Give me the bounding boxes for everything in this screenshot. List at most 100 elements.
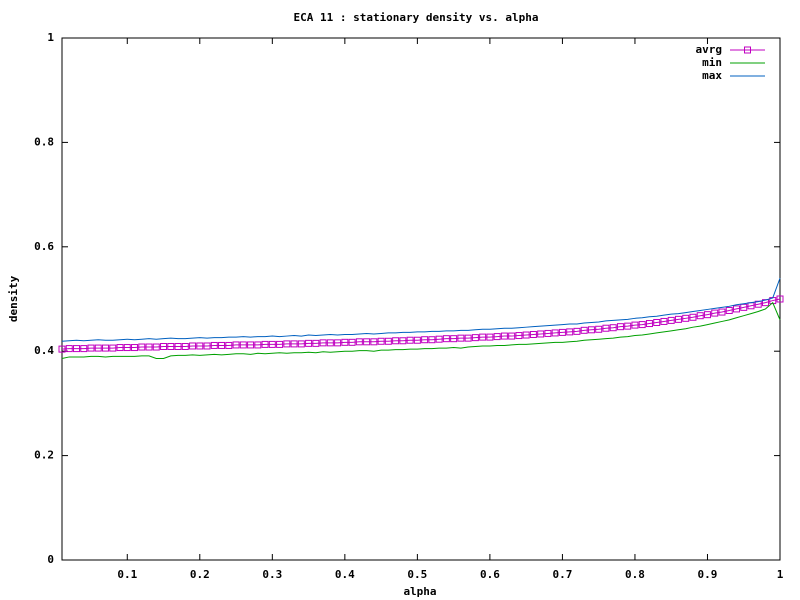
data-point: [413, 336, 421, 344]
data-point: [334, 339, 342, 347]
series-line: [61, 298, 781, 350]
series-line: [61, 301, 781, 360]
data-point: [160, 343, 168, 351]
data-point: [522, 331, 530, 339]
data-point: [421, 336, 429, 344]
x-tick-label: 0.7: [552, 568, 572, 581]
legend-label: avrg: [696, 43, 723, 56]
data-point: [152, 343, 160, 351]
data-point: [544, 329, 552, 337]
data-point: [740, 303, 748, 311]
data-point: [377, 337, 385, 345]
data-point: [573, 327, 581, 335]
data-point: [406, 336, 414, 344]
y-tick-label: 0.6: [34, 240, 54, 253]
data-point: [312, 339, 320, 347]
data-point: [276, 340, 284, 348]
data-point: [667, 316, 675, 324]
data-point: [602, 324, 610, 332]
y-tick-label: 1: [47, 31, 54, 44]
data-point: [537, 330, 545, 338]
data-point: [653, 318, 661, 326]
data-point: [595, 325, 603, 333]
data-point: [682, 314, 690, 322]
data-point: [471, 334, 479, 342]
data-point: [341, 338, 349, 346]
data-point: [442, 335, 450, 343]
y-tick-label: 0.2: [34, 449, 54, 462]
y-axis-label: density: [7, 275, 20, 322]
data-point: [435, 335, 443, 343]
data-point: [305, 339, 313, 347]
data-point: [348, 338, 356, 346]
data-point: [196, 342, 204, 350]
data-point: [515, 332, 523, 340]
data-point: [109, 344, 117, 352]
data-point: [529, 330, 537, 338]
data-point: [254, 341, 262, 349]
legend-marker: [744, 46, 751, 54]
data-point: [80, 345, 88, 353]
y-tick-label: 0.4: [34, 344, 54, 357]
x-tick-label: 0.1: [117, 568, 137, 581]
x-tick-label: 0.6: [480, 568, 500, 581]
x-tick-label: 0.8: [625, 568, 645, 581]
data-point: [580, 326, 588, 334]
data-point: [326, 339, 334, 347]
data-point: [718, 308, 726, 316]
chart-title: ECA 11 : stationary density vs. alpha: [293, 11, 538, 24]
data-point: [493, 333, 501, 341]
data-point: [732, 305, 740, 313]
data-point: [464, 334, 472, 342]
y-tick-label: 0.8: [34, 135, 54, 148]
x-tick-label: 0.4: [335, 568, 355, 581]
data-point: [203, 342, 211, 350]
data-point: [384, 337, 392, 345]
series-line: [61, 277, 781, 342]
data-point: [247, 341, 255, 349]
y-tick-label: 0: [47, 553, 54, 566]
data-point: [486, 333, 494, 341]
legend-label: min: [702, 56, 722, 69]
data-point: [689, 313, 697, 321]
data-point: [355, 338, 363, 346]
data-point: [392, 337, 400, 345]
data-point: [674, 315, 682, 323]
data-point: [290, 340, 298, 348]
data-point: [268, 340, 276, 348]
data-point: [696, 312, 704, 320]
data-point: [174, 343, 182, 351]
x-tick-label: 1: [777, 568, 784, 581]
data-point: [297, 340, 305, 348]
data-point: [624, 322, 632, 330]
x-tick-label: 0.2: [190, 568, 210, 581]
data-point: [138, 343, 146, 351]
data-point: [210, 341, 218, 349]
data-point: [131, 344, 139, 352]
data-point: [399, 337, 407, 345]
legend-label: max: [702, 69, 722, 82]
data-point: [616, 323, 624, 331]
data-point: [283, 340, 291, 348]
data-point: [587, 326, 595, 334]
data-point: [725, 306, 733, 314]
data-point: [73, 345, 81, 353]
data-point: [102, 344, 110, 352]
data-point: [428, 336, 436, 344]
data-point: [370, 338, 378, 346]
data-point: [58, 345, 66, 353]
data-point: [218, 341, 226, 349]
data-point: [551, 329, 559, 337]
data-point: [363, 338, 371, 346]
data-point: [87, 344, 95, 352]
data-point: [181, 343, 189, 351]
data-point: [711, 309, 719, 317]
x-tick-label: 0.9: [698, 568, 718, 581]
x-axis-label: alpha: [403, 585, 436, 598]
x-tick-label: 0.3: [262, 568, 282, 581]
data-point: [508, 332, 516, 340]
data-point: [65, 345, 73, 353]
data-point: [450, 335, 458, 343]
data-point: [479, 333, 487, 341]
